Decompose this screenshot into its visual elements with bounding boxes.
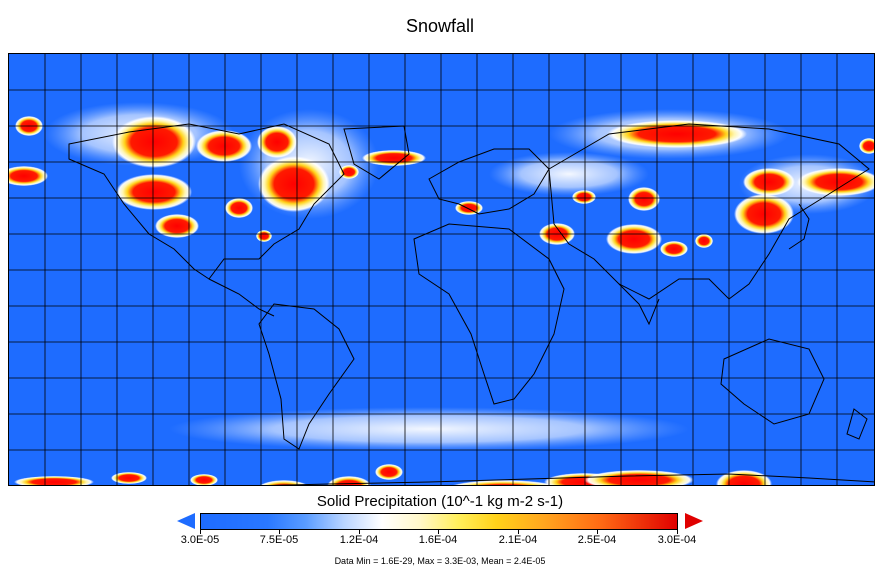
colorbar-tick bbox=[518, 529, 519, 534]
colorbar bbox=[200, 513, 678, 530]
colorbar-tick bbox=[359, 529, 360, 534]
colorbar-tick-label: 2.1E-04 bbox=[498, 534, 538, 546]
colorbar-tick-label: 3.0E-05 bbox=[180, 534, 220, 546]
colorbar-tick-label: 1.6E-04 bbox=[418, 534, 458, 546]
colorbar-tick bbox=[597, 529, 598, 534]
colorbar-title: Solid Precipitation (10^-1 kg m-2 s-1) bbox=[316, 493, 564, 510]
colorbar-tick bbox=[200, 529, 201, 534]
snowfall-regions bbox=[9, 102, 874, 485]
world-map[interactable] bbox=[8, 53, 875, 486]
colorbar-tick-label: 3.0E-04 bbox=[657, 534, 697, 546]
data-stats: Data Min = 1.6E-29, Max = 3.3E-03, Mean … bbox=[334, 556, 546, 566]
colorbar-tick bbox=[438, 529, 439, 534]
colorbar-tick-label: 1.2E-04 bbox=[339, 534, 379, 546]
colorbar-tick bbox=[677, 529, 678, 534]
colorbar-overflow-arrow-icon bbox=[685, 513, 703, 529]
map-title: Snowfall bbox=[405, 16, 475, 36]
colorbar-tick bbox=[279, 529, 280, 534]
colorbar-underflow-arrow-icon bbox=[177, 513, 195, 529]
map-canvas bbox=[9, 54, 874, 485]
colorbar-tick-label: 2.5E-04 bbox=[577, 534, 617, 546]
grid-lines bbox=[9, 54, 874, 485]
colorbar-tick-label: 7.5E-05 bbox=[259, 534, 299, 546]
